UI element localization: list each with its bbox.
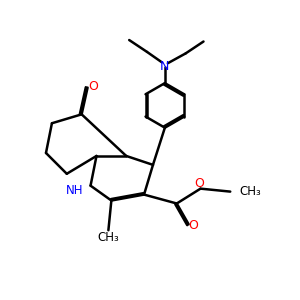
Text: CH₃: CH₃ (98, 231, 119, 244)
Text: N: N (160, 60, 170, 73)
Text: O: O (88, 80, 98, 93)
Text: O: O (188, 219, 198, 232)
Text: O: O (194, 177, 204, 190)
Text: CH₃: CH₃ (239, 185, 261, 198)
Text: NH: NH (66, 184, 83, 196)
